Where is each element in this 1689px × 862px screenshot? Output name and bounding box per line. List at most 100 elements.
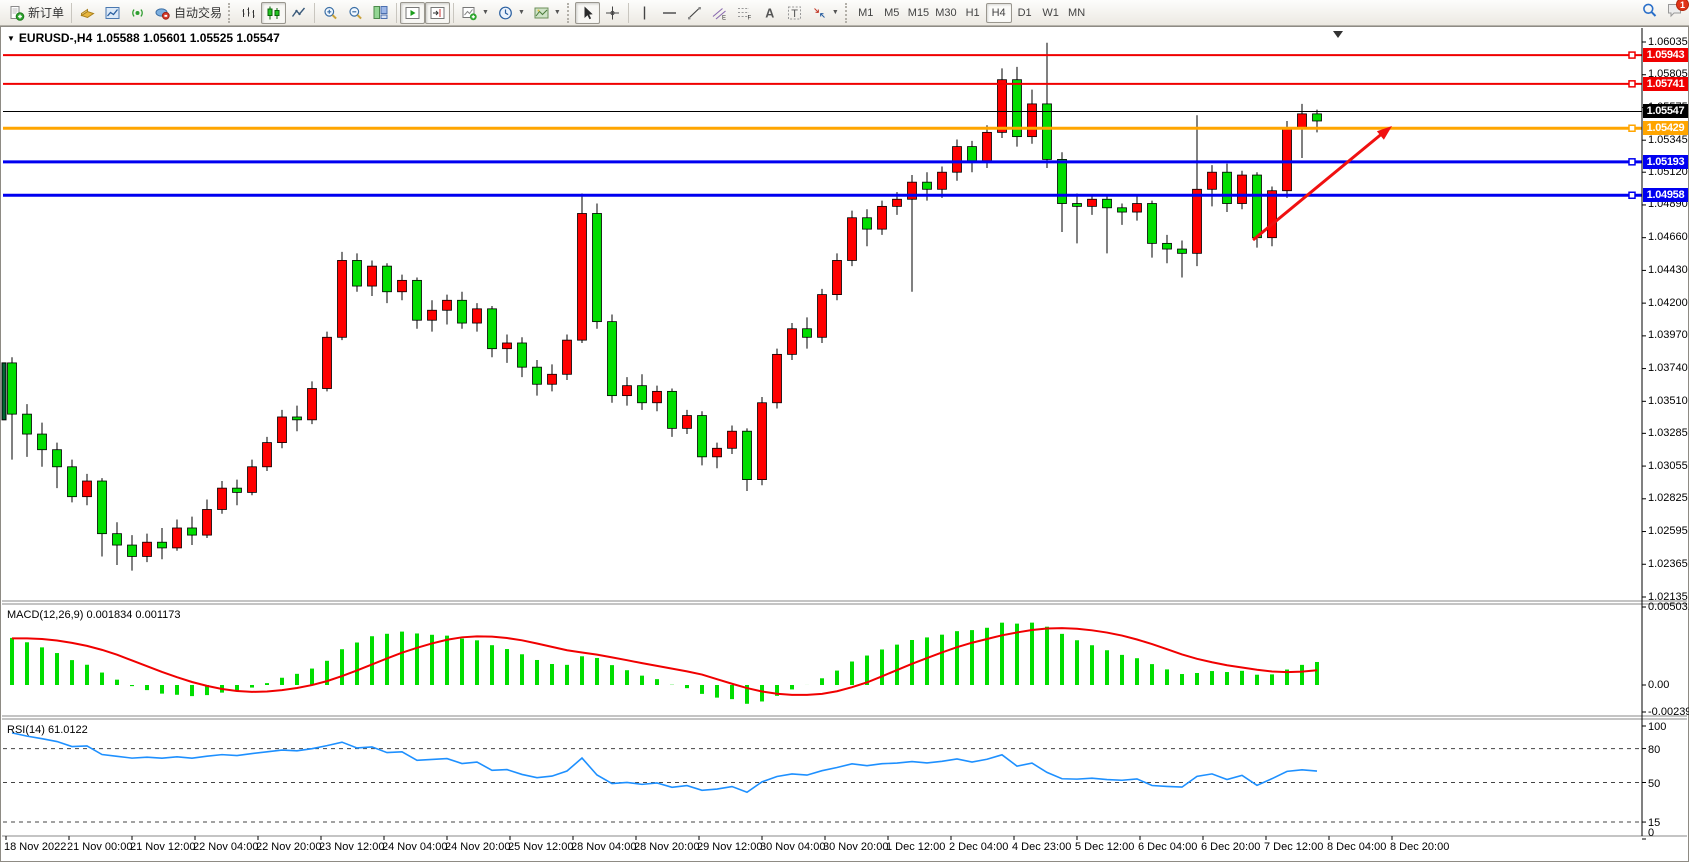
hline-icon xyxy=(661,5,678,21)
timeframe-m30-button[interactable]: M30 xyxy=(935,6,957,19)
chart-window[interactable]: ▼ EURUSD-,H4 1.05588 1.05601 1.05525 1.0… xyxy=(0,26,1689,862)
candle-body xyxy=(1147,203,1157,244)
chart-shift-marker[interactable] xyxy=(1333,31,1343,38)
notifications-button[interactable]: 1 xyxy=(1666,0,1689,18)
time-axis-label[interactable]: 22 Nov 20:00 xyxy=(256,841,322,853)
time-axis-label[interactable]: 29 Nov 12:00 xyxy=(697,841,763,853)
time-axis-label[interactable]: 8 Dec 04:00 xyxy=(1327,841,1387,853)
signals-button[interactable] xyxy=(125,2,150,24)
fibonacci-button[interactable]: F xyxy=(732,2,757,24)
price-level-handle[interactable] xyxy=(1628,191,1636,200)
time-axis-label[interactable]: 30 Nov 20:00 xyxy=(823,841,889,853)
timeframe-m1-button[interactable]: M1 xyxy=(858,6,874,19)
templates-dropdown-icon[interactable]: ▼ xyxy=(553,9,561,16)
time-axis-label[interactable]: 22 Nov 04:00 xyxy=(193,841,259,853)
line-chart-button[interactable] xyxy=(286,2,311,24)
candles-icon xyxy=(265,5,282,21)
time-axis-label[interactable]: 6 Dec 04:00 xyxy=(1138,841,1198,853)
timeframe-m5-button[interactable]: M5 xyxy=(884,6,900,19)
trend-arrow-line[interactable] xyxy=(1252,130,1385,242)
macd-histogram-bar xyxy=(205,685,209,696)
time-axis-label[interactable]: 18 Nov 2022 xyxy=(4,841,67,853)
search-icon[interactable] xyxy=(1641,2,1658,18)
chart-canvas[interactable] xyxy=(0,26,1689,862)
equidistant-channel-button[interactable]: E xyxy=(707,2,732,24)
new-chart-button[interactable]: ▼ xyxy=(457,2,493,24)
time-axis-label[interactable]: 7 Dec 12:00 xyxy=(1264,841,1324,853)
time-axis-label[interactable]: 24 Nov 20:00 xyxy=(445,841,511,853)
timeframe-m15-button[interactable]: M15 xyxy=(907,6,930,19)
market-watch-button[interactable] xyxy=(100,2,125,24)
text-label-button[interactable]: T xyxy=(782,2,807,24)
chart-shift-button[interactable] xyxy=(425,1,451,24)
candle-body xyxy=(142,541,152,557)
time-axis-label[interactable]: 21 Nov 00:00 xyxy=(67,841,133,853)
price-level-handle[interactable] xyxy=(1628,158,1636,166)
timeframe-mn-button[interactable]: MN xyxy=(1068,6,1086,19)
time-axis-label[interactable]: 21 Nov 12:00 xyxy=(130,841,196,853)
price-level-handle[interactable] xyxy=(1628,80,1636,88)
price-tick-label: 1.02595 xyxy=(1648,525,1688,538)
price-level-badge: 1.04958 xyxy=(1643,188,1688,203)
time-axis-label[interactable]: 4 Dec 23:00 xyxy=(1012,841,1072,853)
candle-body xyxy=(727,430,737,449)
macd-histogram-bar xyxy=(25,642,29,685)
arrows-dropdown-icon[interactable]: ▼ xyxy=(831,9,839,16)
crosshair-button[interactable] xyxy=(600,2,625,24)
tile-windows-button[interactable] xyxy=(368,2,393,24)
text-button[interactable]: A xyxy=(757,2,782,24)
time-axis-label[interactable]: 2 Dec 04:00 xyxy=(949,841,1009,853)
macd-histogram-bar xyxy=(1060,633,1064,685)
candle-body xyxy=(442,299,452,311)
time-axis-label[interactable]: 25 Nov 12:00 xyxy=(508,841,574,853)
macd-histogram-bar xyxy=(490,645,494,685)
price-level-handle[interactable] xyxy=(1628,124,1636,132)
time-axis-label[interactable]: 1 Dec 12:00 xyxy=(886,841,946,853)
timeframe-h1-button[interactable]: H1 xyxy=(965,6,980,19)
signal-icon xyxy=(129,5,146,21)
new-chart-dropdown-icon[interactable]: ▼ xyxy=(482,9,489,16)
time-axis-label[interactable]: 8 Dec 20:00 xyxy=(1390,841,1450,853)
timeframe-d1-button[interactable]: D1 xyxy=(1017,6,1032,19)
candle-body xyxy=(1267,190,1277,239)
auto-scroll-button[interactable] xyxy=(400,1,426,24)
auto-trading-button[interactable]: 自动交易 xyxy=(150,2,226,24)
zoom-out-button[interactable] xyxy=(343,2,368,24)
candle-body xyxy=(652,390,662,404)
new-order-button[interactable]: 新订单 xyxy=(4,2,68,24)
trendline-button[interactable] xyxy=(682,2,707,24)
rsi-line xyxy=(11,732,1318,794)
vertical-line-button[interactable] xyxy=(632,2,657,24)
time-axis-label[interactable]: 6 Dec 20:00 xyxy=(1201,841,1261,853)
zoom-in-button[interactable] xyxy=(318,2,343,24)
newchart-icon xyxy=(461,5,478,21)
cursor-button[interactable] xyxy=(574,1,600,24)
arrows-button[interactable]: ▼ xyxy=(807,2,843,24)
candle-body xyxy=(127,544,137,557)
time-axis-label[interactable]: 28 Nov 04:00 xyxy=(571,841,637,853)
periods-dropdown-icon[interactable]: ▼ xyxy=(517,9,525,16)
periods-button[interactable]: ▼ xyxy=(493,2,529,24)
bars-chart-button[interactable] xyxy=(236,2,261,24)
chart-dropdown-icon[interactable]: ▼ xyxy=(7,33,15,43)
channel-icon: E xyxy=(711,5,728,21)
candle-body xyxy=(877,205,887,230)
macd-histogram-bar xyxy=(445,635,449,685)
horizontal-line-button[interactable] xyxy=(657,2,682,24)
time-axis-label[interactable]: 23 Nov 12:00 xyxy=(319,841,385,853)
macd-histogram-bar xyxy=(730,685,734,700)
trend-arrow-head[interactable] xyxy=(1376,126,1392,140)
layouts-button[interactable] xyxy=(75,2,100,24)
timeframe-w1-button[interactable]: W1 xyxy=(1042,6,1059,19)
candles-chart-button[interactable] xyxy=(261,1,287,24)
svg-text:T: T xyxy=(791,8,798,20)
time-axis-label[interactable]: 28 Nov 20:00 xyxy=(634,841,700,853)
price-level-handle[interactable] xyxy=(1628,51,1636,59)
candle-body xyxy=(157,541,167,549)
time-axis-label[interactable]: 5 Dec 12:00 xyxy=(1075,841,1135,853)
time-axis-label[interactable]: 24 Nov 04:00 xyxy=(382,841,448,853)
templates-button[interactable]: ▼ xyxy=(529,2,565,24)
macd-axis-label: 0.00 xyxy=(1648,678,1670,691)
timeframe-h4-button[interactable]: H4 xyxy=(985,2,1012,23)
time-axis-label[interactable]: 30 Nov 04:00 xyxy=(760,841,826,853)
